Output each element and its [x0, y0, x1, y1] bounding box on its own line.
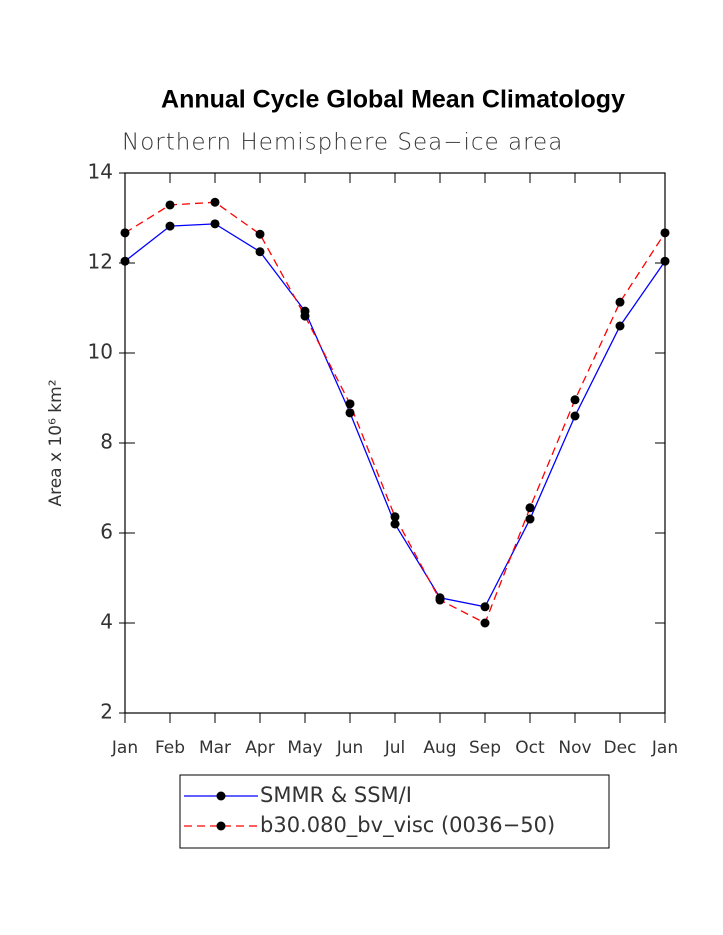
marker: [660, 228, 670, 238]
y-tick-label: 14: [88, 160, 113, 184]
marker: [300, 311, 310, 321]
x-tick-label: Oct: [515, 738, 545, 758]
marker: [390, 519, 400, 529]
marker: [480, 618, 490, 628]
x-tick-label: Sep: [469, 738, 501, 758]
marker: [345, 408, 355, 418]
marker: [255, 229, 265, 239]
y-tick-label: 4: [100, 610, 113, 634]
marker: [120, 228, 130, 238]
series-line: [124, 201, 666, 624]
marker: [435, 595, 445, 605]
x-tick-label: Jan: [651, 738, 678, 758]
marker: [255, 247, 265, 257]
chart-subtitle: Northern Hemisphere Sea−ice area: [122, 130, 563, 156]
marker: [210, 219, 220, 229]
marker: [120, 256, 130, 266]
x-tick-label: Aug: [423, 738, 456, 758]
y-axis-label: Area x 10⁶ km²: [46, 379, 66, 506]
y-tick-label: 8: [100, 430, 113, 454]
legend-box: [179, 774, 610, 849]
marker: [480, 602, 490, 612]
y-tick-label: 2: [100, 700, 113, 724]
marker: [660, 256, 670, 266]
x-tick-label: Jun: [336, 738, 364, 758]
x-tick-label: May: [287, 738, 322, 758]
legend-label: SMMR & SSM/I: [260, 783, 412, 807]
marker: [615, 321, 625, 331]
marker: [345, 399, 355, 409]
marker: [615, 297, 625, 307]
y-tick-label: 12: [88, 250, 113, 274]
marker: [165, 200, 175, 210]
x-tick-label: Nov: [558, 738, 591, 758]
chart-title: Annual Cycle Global Mean Climatology: [161, 86, 625, 114]
x-tick-label: Jul: [384, 738, 406, 758]
y-tick-label: 6: [100, 520, 113, 544]
y-tick-label: 10: [88, 340, 113, 364]
marker: [525, 503, 535, 513]
marker: [165, 221, 175, 231]
legend-label: b30.080_bv_visc (0036−50): [260, 813, 555, 838]
legend-marker: [216, 821, 226, 831]
x-tick-label: Dec: [604, 738, 637, 758]
x-tick-label: Jan: [111, 738, 138, 758]
x-tick-label: Apr: [245, 738, 274, 758]
marker: [570, 411, 580, 421]
series-line: [124, 223, 666, 608]
x-tick-label: Mar: [199, 738, 231, 758]
marker: [525, 514, 535, 524]
marker: [570, 395, 580, 405]
x-tick-label: Feb: [155, 738, 185, 758]
marker: [210, 197, 220, 207]
legend-marker: [216, 791, 226, 801]
plot-frame: [124, 172, 666, 714]
marker: [390, 512, 400, 522]
